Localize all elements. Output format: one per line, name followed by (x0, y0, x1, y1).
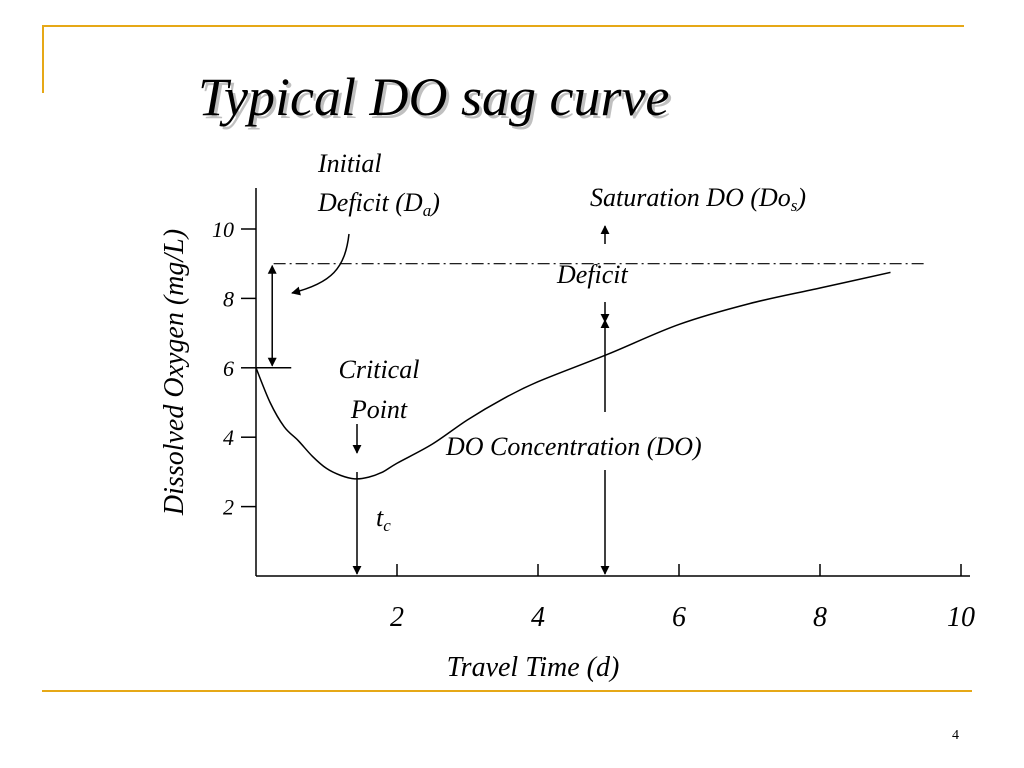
critical-time-label: tc (376, 503, 391, 535)
y-tick-label: 2 (223, 495, 234, 520)
slide-title: Typical DO sag curve (198, 67, 670, 127)
deficit-label: Deficit (556, 260, 629, 289)
x-tick-label: 2 (390, 602, 404, 633)
critical-point-label-line1: Critical (339, 355, 420, 384)
slide-frame-top (42, 25, 964, 27)
y-tick-label: 8 (223, 286, 234, 311)
y-axis-label: Dissolved Oxygen (mg/L) (159, 229, 190, 516)
x-ticks: 2 4 6 8 10 (390, 564, 975, 633)
x-axis-label: Travel Time (d) (447, 652, 620, 683)
y-tick-label: 10 (212, 217, 234, 242)
y-tick-label: 6 (223, 356, 234, 381)
slide-frame-bottom (42, 690, 972, 692)
slide-frame-left (42, 25, 44, 93)
x-tick-label: 4 (531, 602, 545, 633)
do-sag-curve (255, 271, 891, 480)
saturation-do-label: Saturation DO (Dos) (590, 183, 806, 215)
page-number: 4 (952, 728, 959, 743)
initial-deficit-pointer (291, 233, 350, 296)
y-ticks: 2 4 6 8 10 (212, 217, 256, 520)
initial-deficit-label-line1: Initial (317, 149, 382, 178)
do-concentration-label: DO Concentration (DO) (445, 432, 702, 461)
initial-deficit-label-line2: Deficit (Da) (317, 188, 440, 220)
x-tick-label: 8 (813, 602, 827, 633)
y-tick-label: 4 (223, 425, 234, 450)
critical-point-label-line2: Point (350, 395, 408, 424)
x-tick-label: 6 (672, 602, 686, 633)
x-tick-label: 10 (947, 602, 975, 633)
